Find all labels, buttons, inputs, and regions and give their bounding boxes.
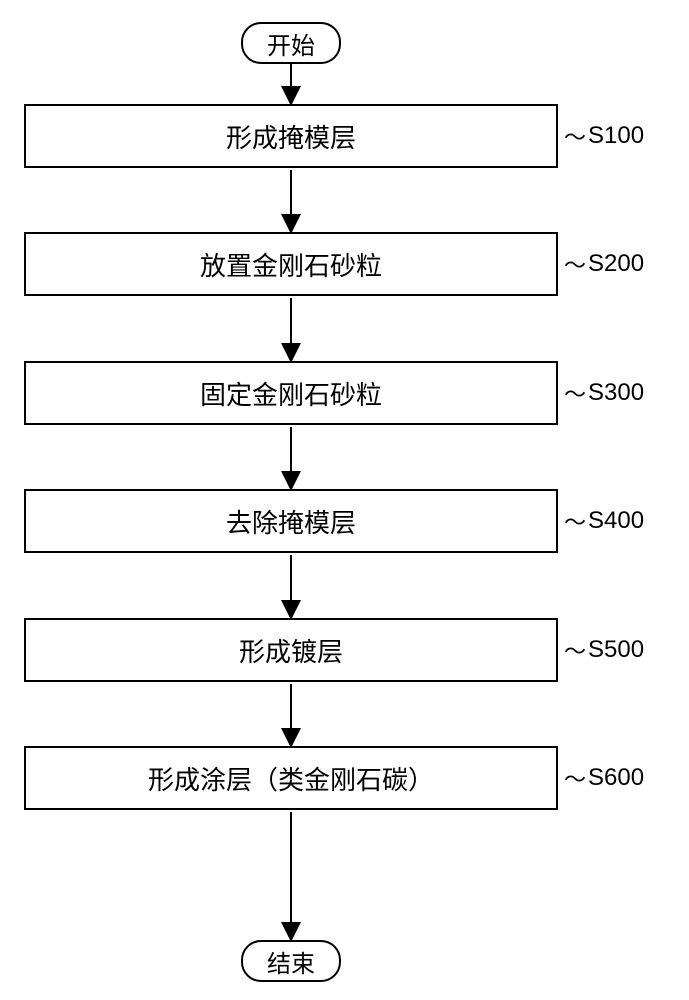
process-step-s200: 放置金刚石砂粒	[24, 232, 558, 296]
tilde-icon: 〜	[564, 634, 586, 666]
process-step-s400: 去除掩模层	[24, 489, 558, 553]
step-text: 放置金刚石砂粒	[200, 246, 382, 283]
tilde-icon: 〜	[564, 762, 586, 794]
step-label-s300: 〜 S300	[564, 377, 644, 409]
tilde-icon: 〜	[564, 120, 586, 152]
step-text: 形成镀层	[239, 632, 343, 669]
step-label-s200: 〜 S200	[564, 248, 644, 280]
step-text: 形成涂层（类金刚石碳）	[148, 760, 434, 797]
tilde-icon: 〜	[564, 248, 586, 280]
start-label: 开始	[267, 26, 315, 61]
step-label-s100: 〜 S100	[564, 120, 644, 152]
step-label-s400: 〜 S400	[564, 505, 644, 537]
step-text: 固定金刚石砂粒	[200, 375, 382, 412]
process-step-s600: 形成涂层（类金刚石碳）	[24, 746, 558, 810]
tilde-icon: 〜	[564, 505, 586, 537]
start-terminator: 开始	[241, 22, 341, 64]
step-id: S300	[588, 379, 644, 407]
step-id: S500	[588, 636, 644, 664]
step-id: S100	[588, 122, 644, 150]
process-step-s500: 形成镀层	[24, 618, 558, 682]
step-id: S200	[588, 250, 644, 278]
end-terminator: 结束	[241, 940, 341, 982]
end-label: 结束	[267, 944, 315, 979]
process-step-s100: 形成掩模层	[24, 104, 558, 168]
step-id: S400	[588, 507, 644, 535]
step-id: S600	[588, 764, 644, 792]
process-step-s300: 固定金刚石砂粒	[24, 361, 558, 425]
tilde-icon: 〜	[564, 377, 586, 409]
step-label-s500: 〜 S500	[564, 634, 644, 666]
step-text: 去除掩模层	[226, 503, 356, 540]
step-text: 形成掩模层	[226, 118, 356, 155]
step-label-s600: 〜 S600	[564, 762, 644, 794]
